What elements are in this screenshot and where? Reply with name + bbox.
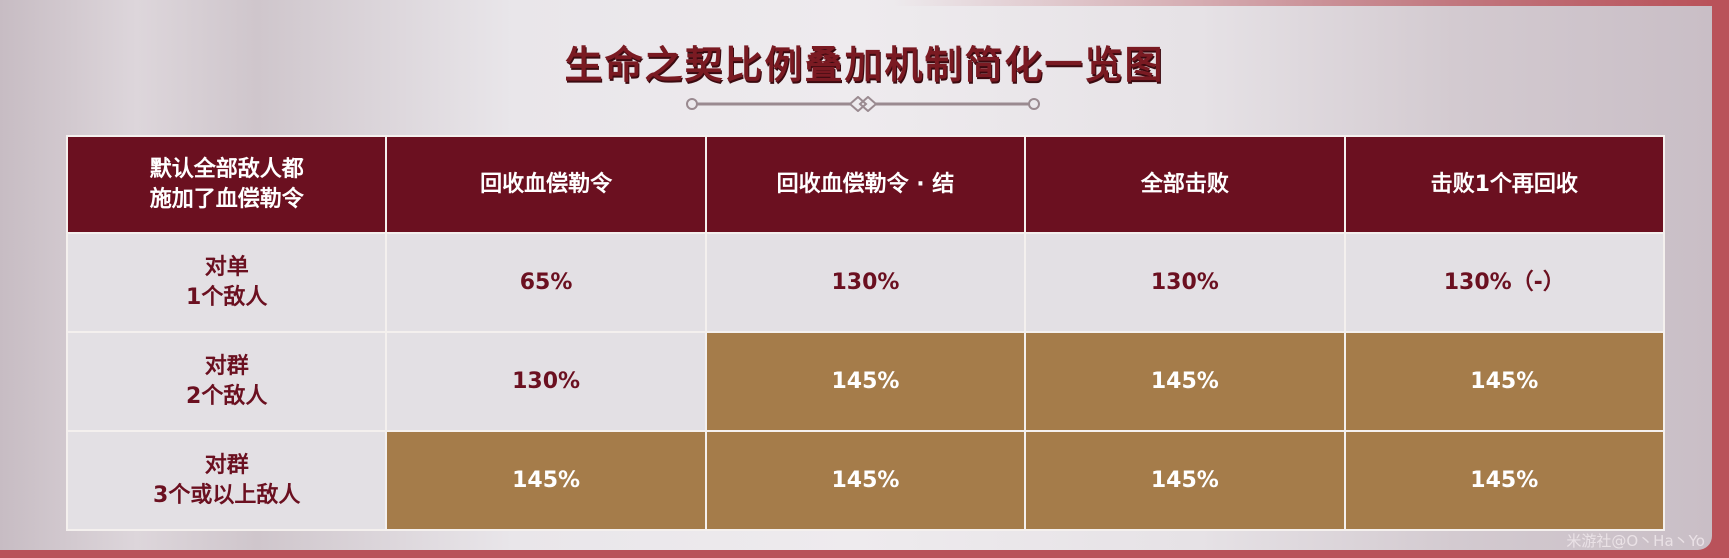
corner-line: 默认全部敌人都 xyxy=(149,156,304,182)
page-title: 生命之契比例叠加机制简化一览图 xyxy=(564,43,1165,87)
table-cell: 145% xyxy=(704,430,1027,531)
table-cell: 130% xyxy=(385,331,707,432)
row-label: 对群 xyxy=(204,353,249,379)
table-cell: 145% xyxy=(1343,331,1666,432)
column-header: 回收血偿勒令 xyxy=(385,135,707,234)
table-cell: 145% xyxy=(1343,430,1666,531)
table-cell: 65% xyxy=(385,232,707,333)
header-row: 默认全部敌人都 施加了血偿勒令 回收血偿勒令 回收血偿勒令 · 结 全部击败 击败… xyxy=(65,135,1666,234)
row-label: 对群 xyxy=(204,452,249,478)
table-cell: 130%（-） xyxy=(1343,232,1666,333)
watermark: 米游社@O丶Ha丶Yo xyxy=(1566,532,1705,550)
decorative-bar xyxy=(892,0,1712,6)
table-row: 对群 3个或以上敌人 145% 145% 145% 145% xyxy=(65,430,1666,531)
row-header: 对单 1个敌人 xyxy=(65,232,388,333)
table-cell: 145% xyxy=(1024,430,1346,531)
table-row: 对群 2个敌人 130% 145% 145% 145% xyxy=(65,331,1666,432)
column-header: 全部击败 xyxy=(1024,135,1346,234)
table-cell: 130% xyxy=(704,232,1027,333)
row-header: 对群 2个敌人 xyxy=(65,331,388,432)
corner-line: 施加了血偿勒令 xyxy=(149,186,304,212)
column-header: 回收血偿勒令 · 结 xyxy=(704,135,1027,234)
column-header: 击败1个再回收 xyxy=(1343,135,1666,234)
row-header: 对群 3个或以上敌人 xyxy=(65,430,388,531)
table-cell: 145% xyxy=(704,331,1027,432)
comparison-table: 默认全部敌人都 施加了血偿勒令 回收血偿勒令 回收血偿勒令 · 结 全部击败 击败… xyxy=(65,135,1666,531)
row-label: 2个敌人 xyxy=(186,383,268,409)
row-label: 1个敌人 xyxy=(186,284,268,310)
row-label: 3个或以上敌人 xyxy=(153,482,301,508)
table-cell: 130% xyxy=(1024,232,1346,333)
table-cell: 145% xyxy=(385,430,707,531)
row-label: 对单 xyxy=(204,254,249,280)
table-cell: 145% xyxy=(1024,331,1346,432)
ornament-divider-icon xyxy=(686,96,1040,112)
table-row: 对单 1个敌人 65% 130% 130% 130%（-） xyxy=(65,232,1666,333)
corner-header: 默认全部敌人都 施加了血偿勒令 xyxy=(65,135,388,234)
